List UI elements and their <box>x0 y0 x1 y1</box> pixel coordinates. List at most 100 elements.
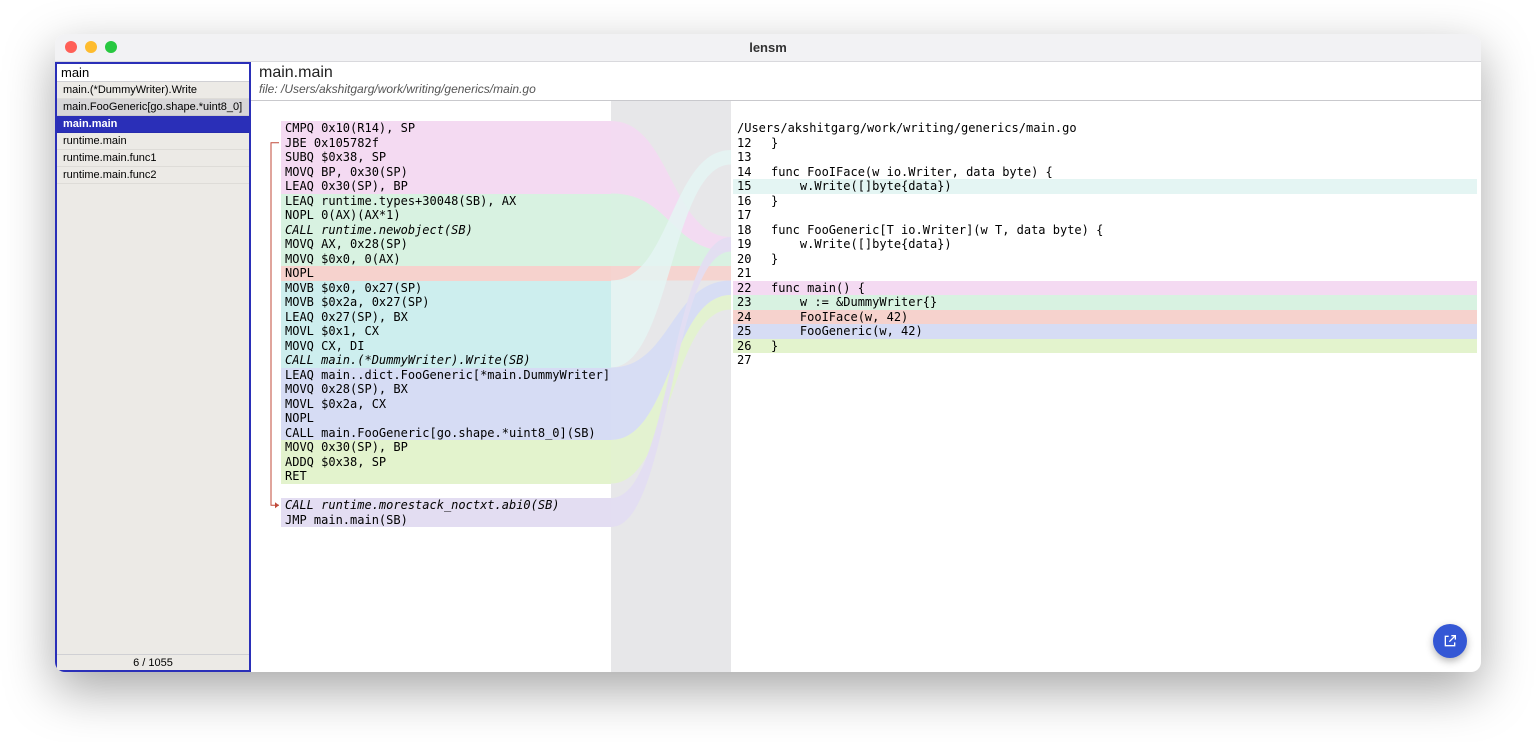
line-number: 20 <box>733 252 767 267</box>
titlebar: lensm <box>55 34 1481 62</box>
source-column: /Users/akshitgarg/work/writing/generics/… <box>733 121 1477 368</box>
file-path-label: file: /Users/akshitgarg/work/writing/gen… <box>259 82 1473 96</box>
source-line: 22func main() { <box>733 281 1477 296</box>
asm-line: SUBQ $0x38, SP <box>281 150 611 165</box>
window-title: lensm <box>749 40 787 55</box>
sidebar-item[interactable]: main.(*DummyWriter).Write <box>57 82 249 99</box>
assembly-column: CMPQ 0x10(R14), SPJBE 0x105782fSUBQ $0x3… <box>281 121 611 527</box>
open-external-button[interactable] <box>1433 624 1467 658</box>
asm-line: CALL runtime.newobject(SB) <box>281 223 611 238</box>
asm-line: NOPL <box>281 411 611 426</box>
line-number: 26 <box>733 339 767 354</box>
source-line: 23 w := &DummyWriter{} <box>733 295 1477 310</box>
line-number: 25 <box>733 324 767 339</box>
minimize-icon[interactable] <box>85 41 97 53</box>
asm-line: JBE 0x105782f <box>281 136 611 151</box>
source-line: 19 w.Write([]byte{data}) <box>733 237 1477 252</box>
asm-line: CALL runtime.morestack_noctxt.abi0(SB) <box>281 498 611 513</box>
asm-line: MOVQ BP, 0x30(SP) <box>281 165 611 180</box>
sidebar-item[interactable]: runtime.main.func1 <box>57 150 249 167</box>
search-input[interactable]: main <box>57 64 249 82</box>
open-external-icon <box>1442 633 1458 649</box>
asm-line: NOPL <box>281 266 611 281</box>
source-line: 27 <box>733 353 1477 368</box>
asm-line: MOVQ 0x30(SP), BP <box>281 440 611 455</box>
ribbon-gutter <box>611 101 731 672</box>
sidebar-item[interactable]: main.main <box>57 116 249 133</box>
source-line: 13 <box>733 150 1477 165</box>
traffic-lights <box>65 41 117 53</box>
sidebar: main main.(*DummyWriter).Writemain.FooGe… <box>55 62 251 672</box>
source-line: 17 <box>733 208 1477 223</box>
asm-line: CMPQ 0x10(R14), SP <box>281 121 611 136</box>
line-code <box>767 266 1477 281</box>
asm-line: MOVL $0x1, CX <box>281 324 611 339</box>
asm-line: ADDQ $0x38, SP <box>281 455 611 470</box>
app-window: lensm main main.(*DummyWriter).Writemain… <box>55 34 1481 672</box>
line-code: func main() { <box>767 281 1477 296</box>
line-code <box>767 353 1477 368</box>
zoom-icon[interactable] <box>105 41 117 53</box>
main-pane: main.main file: /Users/akshitgarg/work/w… <box>251 62 1481 672</box>
source-line: 20} <box>733 252 1477 267</box>
body: main main.(*DummyWriter).Writemain.FooGe… <box>55 62 1481 672</box>
header: main.main file: /Users/akshitgarg/work/w… <box>251 62 1481 101</box>
line-code <box>767 208 1477 223</box>
line-number: 27 <box>733 353 767 368</box>
sidebar-item[interactable]: runtime.main <box>57 133 249 150</box>
line-number: 15 <box>733 179 767 194</box>
line-code: w.Write([]byte{data}) <box>767 237 1477 252</box>
content-panes: CMPQ 0x10(R14), SPJBE 0x105782fSUBQ $0x3… <box>251 101 1481 672</box>
sidebar-item[interactable]: main.FooGeneric[go.shape.*uint8_0] <box>57 99 249 116</box>
function-list: main.(*DummyWriter).Writemain.FooGeneric… <box>57 82 249 654</box>
line-number: 23 <box>733 295 767 310</box>
line-number: 14 <box>733 165 767 180</box>
asm-line: LEAQ main..dict.FooGeneric[*main.DummyWr… <box>281 368 611 383</box>
sidebar-item[interactable]: runtime.main.func2 <box>57 167 249 184</box>
close-icon[interactable] <box>65 41 77 53</box>
line-code: w := &DummyWriter{} <box>767 295 1477 310</box>
line-number: 21 <box>733 266 767 281</box>
line-code <box>767 150 1477 165</box>
line-code: } <box>767 339 1477 354</box>
asm-line: MOVQ AX, 0x28(SP) <box>281 237 611 252</box>
line-code: func FooGeneric[T io.Writer](w T, data b… <box>767 223 1477 238</box>
line-code: } <box>767 136 1477 151</box>
line-number: 13 <box>733 150 767 165</box>
asm-line: NOPL 0(AX)(AX*1) <box>281 208 611 223</box>
asm-line: MOVQ $0x0, 0(AX) <box>281 252 611 267</box>
source-line: 24 FooIFace(w, 42) <box>733 310 1477 325</box>
asm-line: LEAQ 0x27(SP), BX <box>281 310 611 325</box>
line-number: 19 <box>733 237 767 252</box>
asm-line: MOVL $0x2a, CX <box>281 397 611 412</box>
asm-line: LEAQ 0x30(SP), BP <box>281 179 611 194</box>
jump-arrows <box>267 121 281 541</box>
asm-line: MOVB $0x0, 0x27(SP) <box>281 281 611 296</box>
source-line: 21 <box>733 266 1477 281</box>
line-code: w.Write([]byte{data}) <box>767 179 1477 194</box>
source-line: 15 w.Write([]byte{data}) <box>733 179 1477 194</box>
asm-line: RET <box>281 469 611 484</box>
line-number: 17 <box>733 208 767 223</box>
asm-line: JMP main.main(SB) <box>281 513 611 528</box>
line-code: } <box>767 252 1477 267</box>
asm-line: CALL main.FooGeneric[go.shape.*uint8_0](… <box>281 426 611 441</box>
source-line: 12} <box>733 136 1477 151</box>
sidebar-footer: 6 / 1055 <box>57 654 249 670</box>
asm-line: MOVQ CX, DI <box>281 339 611 354</box>
line-code: FooIFace(w, 42) <box>767 310 1477 325</box>
line-number: 12 <box>733 136 767 151</box>
line-number: 24 <box>733 310 767 325</box>
source-path: /Users/akshitgarg/work/writing/generics/… <box>733 121 1477 136</box>
source-line: 18func FooGeneric[T io.Writer](w T, data… <box>733 223 1477 238</box>
line-number: 18 <box>733 223 767 238</box>
asm-line: MOVB $0x2a, 0x27(SP) <box>281 295 611 310</box>
function-title: main.main <box>259 64 1473 82</box>
asm-line: LEAQ runtime.types+30048(SB), AX <box>281 194 611 209</box>
source-line: 16} <box>733 194 1477 209</box>
line-code: func FooIFace(w io.Writer, data byte) { <box>767 165 1477 180</box>
line-code: } <box>767 194 1477 209</box>
line-code: FooGeneric(w, 42) <box>767 324 1477 339</box>
source-line: 14func FooIFace(w io.Writer, data byte) … <box>733 165 1477 180</box>
asm-line: MOVQ 0x28(SP), BX <box>281 382 611 397</box>
